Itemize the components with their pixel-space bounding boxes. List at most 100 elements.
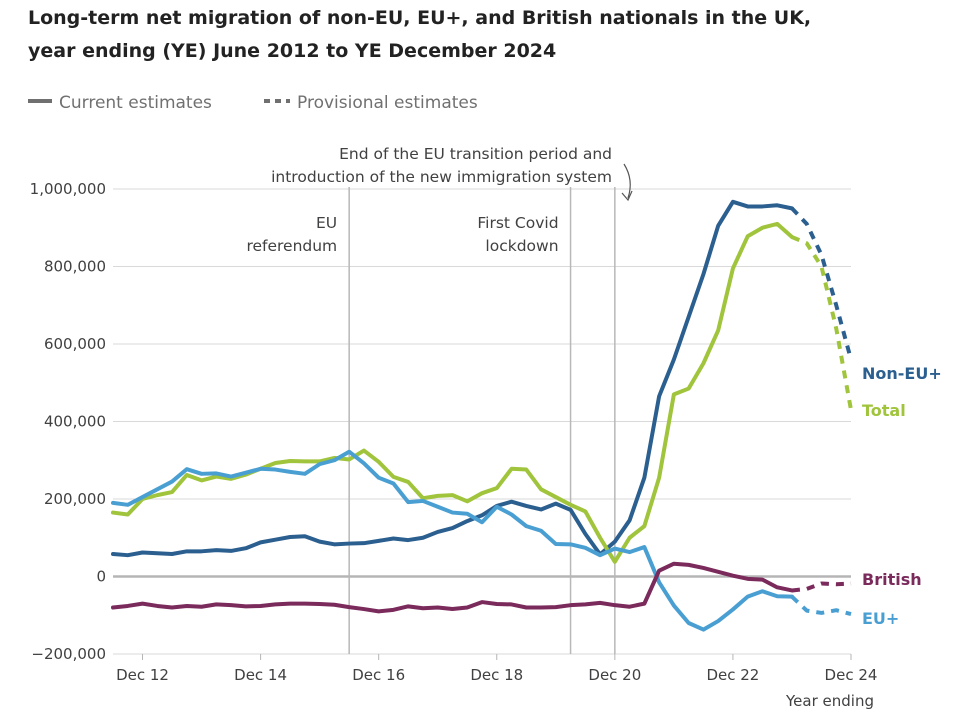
data-point (628, 518, 632, 522)
data-point (406, 500, 410, 504)
data-point (598, 536, 602, 540)
data-point (406, 480, 410, 484)
data-point (362, 607, 366, 611)
data-point (569, 603, 573, 607)
data-point (288, 459, 292, 463)
data-point (746, 204, 750, 208)
data-point (805, 587, 809, 591)
data-point (200, 605, 204, 609)
data-point (805, 222, 809, 226)
data-point (583, 546, 587, 550)
data-point (657, 569, 661, 573)
data-point (303, 472, 307, 476)
data-point (849, 358, 853, 362)
data-point (318, 540, 322, 544)
data-point (495, 505, 499, 509)
data-point (775, 594, 779, 598)
x-tick-label: Dec 24 (825, 666, 878, 684)
data-point (273, 468, 277, 472)
chart-title: Long-term net migration of non-EU, EU+, … (28, 7, 812, 29)
data-point (377, 539, 381, 543)
y-axis-ticks: −200,000 0 200,000 400,000 600,000 800,000 1,0… (30, 180, 106, 663)
data-point (760, 589, 764, 593)
data-point (244, 604, 248, 608)
data-point (450, 607, 454, 611)
data-point (583, 602, 587, 606)
data-point (436, 494, 440, 498)
data-point (760, 204, 764, 208)
data-point (834, 582, 838, 586)
data-point (834, 303, 838, 307)
data-point (510, 513, 514, 517)
data-point (701, 272, 705, 276)
data-point (450, 526, 454, 530)
data-point (642, 602, 646, 606)
data-point (111, 501, 115, 505)
data-point (214, 548, 218, 552)
data-point (303, 459, 307, 463)
data-point (819, 265, 823, 269)
annotation-label: End of the EU transition period and (339, 145, 612, 163)
data-point (642, 524, 646, 528)
data-point (569, 503, 573, 507)
series-label: British (862, 570, 922, 589)
data-point (229, 475, 233, 479)
data-point (657, 580, 661, 584)
data-point (377, 609, 381, 613)
data-point (421, 606, 425, 610)
data-point (790, 595, 794, 599)
data-point (760, 226, 764, 230)
data-point (377, 476, 381, 480)
series-line (111, 561, 794, 614)
data-point (126, 553, 130, 557)
data-point (775, 585, 779, 589)
data-point (155, 604, 159, 608)
data-point (790, 235, 794, 239)
data-point (716, 328, 720, 332)
series-labels: Non-EU+ Total EU+ British (862, 364, 942, 628)
data-point (657, 476, 661, 480)
annotation-label: First Covid (477, 214, 558, 232)
series-line-provisional (791, 581, 852, 593)
annotation-arrow (623, 163, 631, 199)
data-point (273, 602, 277, 606)
data-point (775, 203, 779, 207)
series-label: Non-EU+ (862, 364, 942, 383)
data-point (288, 470, 292, 474)
annotation-label: lockdown (485, 237, 558, 255)
data-point (687, 563, 691, 567)
data-point (657, 394, 661, 398)
data-point (288, 602, 292, 606)
data-point (347, 457, 351, 461)
data-point (687, 315, 691, 319)
data-point (731, 200, 735, 204)
gridlines (113, 188, 851, 655)
y-tick-label: 400,000 (44, 413, 106, 431)
data-point (539, 529, 543, 533)
data-point (377, 460, 381, 464)
data-point (790, 206, 794, 210)
data-point (701, 566, 705, 570)
data-point (450, 511, 454, 515)
data-point (613, 540, 617, 544)
data-point (480, 600, 484, 604)
data-point (141, 602, 145, 606)
data-point (746, 595, 750, 599)
data-point (834, 327, 838, 331)
data-point (406, 538, 410, 542)
data-point (849, 581, 853, 585)
data-point (170, 606, 174, 610)
y-tick-label: −200,000 (31, 645, 106, 663)
data-point (259, 604, 263, 608)
data-point (170, 490, 174, 494)
legend: Current estimates Provisional estimates (28, 93, 478, 113)
data-point (480, 513, 484, 517)
data-point (598, 553, 602, 557)
data-point (141, 550, 145, 554)
data-point (111, 606, 115, 610)
series-line (111, 449, 794, 632)
data-point (701, 628, 705, 632)
chart-subtitle: year ending (YE) June 2012 to YE Decembe… (28, 40, 557, 62)
series-line (111, 221, 794, 564)
data-point (318, 602, 322, 606)
